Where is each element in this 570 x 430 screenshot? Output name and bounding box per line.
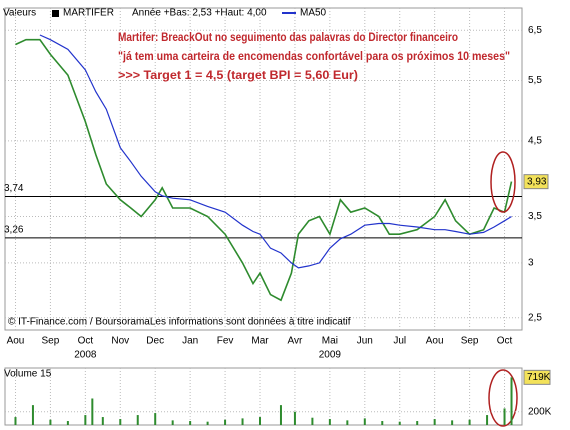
volume-bar xyxy=(49,419,52,425)
volume-bar xyxy=(328,419,331,425)
x-tick-label: Jul xyxy=(393,336,406,347)
annotation: "já tem uma carteira de encomendas confo… xyxy=(118,49,510,63)
symbol-marker xyxy=(52,10,59,17)
footer: © IT-Finance.com / BoursoramaLes informa… xyxy=(8,317,351,328)
reference-label: 3,74 xyxy=(4,183,24,194)
volume-bar xyxy=(381,421,384,425)
y-tick-label: 3 xyxy=(528,258,534,269)
last-value-label: 719K xyxy=(527,372,551,383)
volume-bar xyxy=(224,419,227,425)
annotation: >>> Target 1 = 4,5 (target BPI = 5,60 Eu… xyxy=(118,68,358,82)
volume-bar xyxy=(14,417,17,425)
volume-bar xyxy=(311,417,314,425)
last-value-label: 3,93 xyxy=(527,176,547,187)
volume-bar xyxy=(66,421,69,425)
volume-bar xyxy=(31,405,34,425)
symbol: MARTIFER xyxy=(63,8,114,19)
volume-bar xyxy=(416,421,419,425)
volume-bar xyxy=(241,418,244,425)
volume-bar xyxy=(486,415,489,425)
x-tick-label: Dec xyxy=(146,336,164,347)
reference-label: 3,26 xyxy=(4,225,24,236)
x-tick-label: Sep xyxy=(461,336,479,347)
legend-label: MA50 xyxy=(300,8,327,19)
volume-bar xyxy=(84,415,87,425)
price-panel xyxy=(4,7,523,331)
volume-bar xyxy=(363,418,366,425)
year-label: 2009 xyxy=(319,350,342,361)
highlight-ellipse xyxy=(490,151,516,213)
volume-bar xyxy=(171,420,174,425)
x-tick-label: Jan xyxy=(182,336,198,347)
x-tick-label: Aou xyxy=(7,336,25,347)
volume-bar xyxy=(451,420,454,425)
x-tick-label: Oct xyxy=(497,336,513,347)
volume-bar xyxy=(206,421,209,425)
volume-bar xyxy=(119,419,122,425)
volume-panel xyxy=(4,367,523,426)
last-value-box xyxy=(523,369,551,385)
x-tick-label: Fev xyxy=(217,336,234,347)
volume-title: Volume 15 xyxy=(4,369,52,380)
annotation: Martifer: BreackOut no seguimento das pa… xyxy=(118,30,458,44)
year-label: 2008 xyxy=(74,350,97,361)
price-line xyxy=(39,34,512,269)
volume-bar xyxy=(279,405,282,425)
volume-bar xyxy=(510,377,513,425)
y-tick-label: 2,5 xyxy=(528,312,542,323)
volume-bar xyxy=(189,421,192,425)
x-tick-label: Sep xyxy=(42,336,60,347)
x-tick-label: Aou xyxy=(426,336,444,347)
y-tick-label: 200K xyxy=(528,406,552,417)
price-line xyxy=(15,38,513,302)
y-tick-label: 5,5 xyxy=(528,75,542,86)
header-label: Valeurs xyxy=(3,8,36,19)
volume-bar xyxy=(503,408,506,425)
volume-bar xyxy=(346,420,349,425)
volume-bar xyxy=(433,419,436,425)
volume-bar xyxy=(293,411,296,425)
y-tick-label: 4,5 xyxy=(528,136,542,147)
x-tick-label: Nov xyxy=(111,336,129,347)
x-tick-label: Mar xyxy=(251,336,269,347)
x-tick-label: Oct xyxy=(78,336,94,347)
x-tick-label: Mai xyxy=(322,336,338,347)
volume-bar xyxy=(398,421,401,425)
volume-bar xyxy=(101,417,104,425)
volume-bar xyxy=(259,417,262,425)
x-tick-label: Avr xyxy=(288,336,303,347)
volume-bar xyxy=(468,419,471,425)
y-tick-label: 6,5 xyxy=(528,25,542,36)
volume-bar xyxy=(154,413,157,425)
x-tick-label: Jun xyxy=(357,336,373,347)
highlight-ellipse xyxy=(488,369,518,427)
last-value-box xyxy=(523,174,549,190)
volume-bar xyxy=(136,415,139,425)
y-tick-label: 3,5 xyxy=(528,211,542,222)
volume-bar xyxy=(91,398,94,425)
range: Année +Bas: 2,53 +Haut: 4,00 xyxy=(132,8,267,19)
